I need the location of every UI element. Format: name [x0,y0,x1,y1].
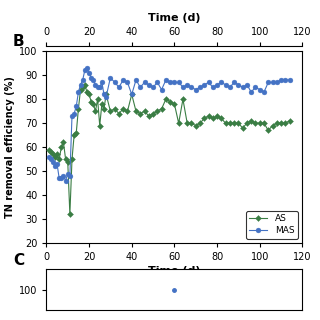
MAS [266,80,270,84]
MAS [51,160,55,164]
AS [47,148,51,151]
AS [177,121,180,125]
MAS [288,78,292,82]
X-axis label: Time (d): Time (d) [148,13,201,23]
Text: C: C [13,253,24,268]
MAS [85,66,89,70]
AS [68,212,72,216]
MAS [47,155,51,159]
X-axis label: Time (d): Time (d) [148,266,201,276]
Line: MAS: MAS [46,66,292,183]
Text: B: B [13,34,25,49]
AS [279,121,283,125]
AS [70,157,74,161]
MAS [64,179,68,183]
AS [266,128,270,132]
MAS [143,80,147,84]
AS [288,119,292,123]
AS [83,83,87,87]
AS [143,109,147,113]
MAS [279,78,283,82]
AS [51,152,55,156]
MAS [70,114,74,118]
Y-axis label: TN removal efficiency (%): TN removal efficiency (%) [5,76,15,218]
MAS [177,80,180,84]
Legend: AS, MAS: AS, MAS [246,211,298,239]
Line: AS: AS [46,83,292,217]
